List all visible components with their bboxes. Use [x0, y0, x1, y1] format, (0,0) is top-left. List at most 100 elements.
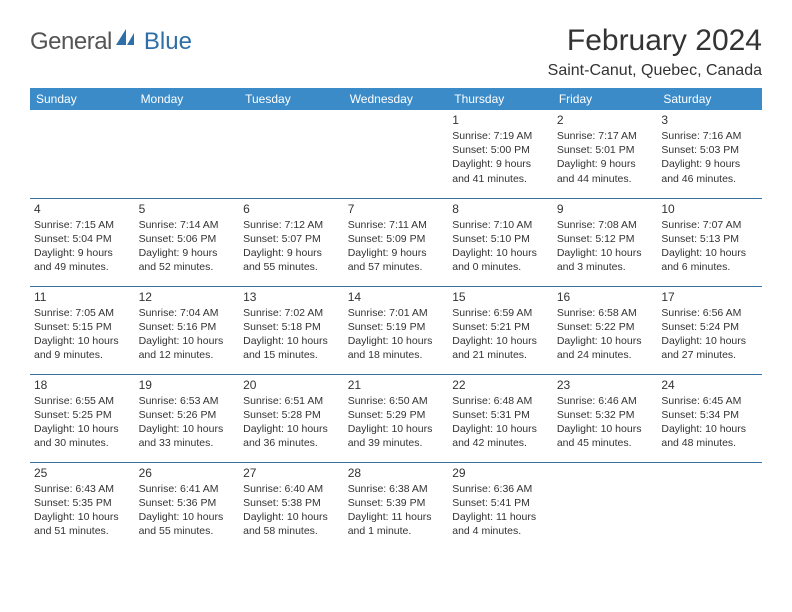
day-info-line: Sunset: 5:03 PM — [661, 143, 758, 157]
calendar-table: Sunday Monday Tuesday Wednesday Thursday… — [30, 88, 762, 550]
day-info-line: Sunset: 5:21 PM — [452, 320, 549, 334]
day-info-line: Sunrise: 7:08 AM — [557, 218, 654, 232]
day-cell: 6Sunrise: 7:12 AMSunset: 5:07 PMDaylight… — [239, 198, 344, 286]
day-info-line: and 45 minutes. — [557, 436, 654, 450]
day-number: 20 — [243, 378, 340, 392]
day-cell: 26Sunrise: 6:41 AMSunset: 5:36 PMDayligh… — [135, 462, 240, 550]
day-number: 6 — [243, 202, 340, 216]
day-info-line: and 27 minutes. — [661, 348, 758, 362]
day-cell: 29Sunrise: 6:36 AMSunset: 5:41 PMDayligh… — [448, 462, 553, 550]
day-info-line: and 52 minutes. — [139, 260, 236, 274]
day-info: Sunrise: 6:41 AMSunset: 5:36 PMDaylight:… — [139, 482, 236, 539]
day-cell: 27Sunrise: 6:40 AMSunset: 5:38 PMDayligh… — [239, 462, 344, 550]
day-info-line: and 1 minute. — [348, 524, 445, 538]
day-info: Sunrise: 7:08 AMSunset: 5:12 PMDaylight:… — [557, 218, 654, 275]
day-info-line: Sunset: 5:19 PM — [348, 320, 445, 334]
day-info-line: and 57 minutes. — [348, 260, 445, 274]
day-info-line: Sunset: 5:26 PM — [139, 408, 236, 422]
day-info-line: Sunrise: 6:38 AM — [348, 482, 445, 496]
day-info-line: Sunset: 5:28 PM — [243, 408, 340, 422]
day-info-line: Daylight: 10 hours — [34, 334, 131, 348]
day-info-line: Sunset: 5:00 PM — [452, 143, 549, 157]
day-cell: 24Sunrise: 6:45 AMSunset: 5:34 PMDayligh… — [657, 374, 762, 462]
day-cell: 13 Sunrise: 7:02 AMSunset: 5:18 PMDayligh… — [239, 286, 344, 374]
day-cell — [135, 110, 240, 198]
month-title: February 2024 — [548, 24, 762, 58]
day-info-line: Sunrise: 7:19 AM — [452, 129, 549, 143]
day-info-line: Daylight: 10 hours — [348, 334, 445, 348]
day-info-line: and 36 minutes. — [243, 436, 340, 450]
day-number: 9 — [557, 202, 654, 216]
day-info: Sunrise: 6:58 AMSunset: 5:22 PMDaylight:… — [557, 306, 654, 363]
page-header: General Blue February 2024 Saint-Canut, … — [30, 24, 762, 80]
logo-text-blue: Blue — [144, 28, 192, 56]
day-info-line: Daylight: 10 hours — [34, 510, 131, 524]
day-info-line: Sunset: 5:39 PM — [348, 496, 445, 510]
day-info-line: and 24 minutes. — [557, 348, 654, 362]
day-info: Sunrise: 6:46 AMSunset: 5:32 PMDaylight:… — [557, 394, 654, 451]
day-info-line: Sunset: 5:09 PM — [348, 232, 445, 246]
day-info-line: and 51 minutes. — [34, 524, 131, 538]
day-cell: 12Sunrise: 7:04 AMSunset: 5:16 PMDayligh… — [135, 286, 240, 374]
day-number: 13 — [243, 290, 340, 304]
day-number: 7 — [348, 202, 445, 216]
day-info-line: Sunrise: 6:53 AM — [139, 394, 236, 408]
day-number: 15 — [452, 290, 549, 304]
day-number: 16 — [557, 290, 654, 304]
day-info: Sunrise: 7:10 AMSunset: 5:10 PMDaylight:… — [452, 218, 549, 275]
day-info-line: Sunset: 5:38 PM — [243, 496, 340, 510]
day-number: 3 — [661, 113, 758, 127]
day-info: Sunrise: 7:16 AMSunset: 5:03 PMDaylight:… — [661, 129, 758, 186]
day-info-line: and 49 minutes. — [34, 260, 131, 274]
day-info-line: Sunrise: 7:12 AM — [243, 218, 340, 232]
location-text: Saint-Canut, Quebec, Canada — [548, 62, 762, 80]
day-info: Sunrise: 6:59 AMSunset: 5:21 PMDaylight:… — [452, 306, 549, 363]
day-cell: 7 Sunrise: 7:11 AMSunset: 5:09 PMDaylight… — [344, 198, 449, 286]
day-info-line: Daylight: 10 hours — [139, 334, 236, 348]
day-info-line: Daylight: 10 hours — [661, 246, 758, 260]
day-number: 22 — [452, 378, 549, 392]
dayhead-sun: Sunday — [30, 88, 135, 110]
day-cell: 25Sunrise: 6:43 AMSunset: 5:35 PMDayligh… — [30, 462, 135, 550]
day-info-line: Sunrise: 6:45 AM — [661, 394, 758, 408]
day-cell: 9 Sunrise: 7:08 AMSunset: 5:12 PMDaylight… — [553, 198, 658, 286]
day-info: Sunrise: 7:02 AMSunset: 5:18 PMDaylight:… — [243, 306, 340, 363]
day-info-line: Sunrise: 7:14 AM — [139, 218, 236, 232]
day-cell: 11Sunrise: 7:05 AMSunset: 5:15 PMDayligh… — [30, 286, 135, 374]
day-info-line: and 18 minutes. — [348, 348, 445, 362]
day-info-line: Sunrise: 6:59 AM — [452, 306, 549, 320]
day-info-line: Sunset: 5:04 PM — [34, 232, 131, 246]
week-row: 11Sunrise: 7:05 AMSunset: 5:15 PMDayligh… — [30, 286, 762, 374]
day-info-line: Daylight: 9 hours — [139, 246, 236, 260]
day-info-line: Sunrise: 6:40 AM — [243, 482, 340, 496]
day-info-line: Sunset: 5:13 PM — [661, 232, 758, 246]
day-info-line: Daylight: 10 hours — [34, 422, 131, 436]
day-info-line: and 55 minutes. — [243, 260, 340, 274]
day-cell: 20Sunrise: 6:51 AMSunset: 5:28 PMDayligh… — [239, 374, 344, 462]
day-cell: 28Sunrise: 6:38 AMSunset: 5:39 PMDayligh… — [344, 462, 449, 550]
day-cell: 23Sunrise: 6:46 AMSunset: 5:32 PMDayligh… — [553, 374, 658, 462]
day-info-line: Sunset: 5:34 PM — [661, 408, 758, 422]
day-info-line: Sunrise: 7:07 AM — [661, 218, 758, 232]
day-cell: 14Sunrise: 7:01 AMSunset: 5:19 PMDayligh… — [344, 286, 449, 374]
day-info-line: and 30 minutes. — [34, 436, 131, 450]
day-info-line: Sunrise: 6:51 AM — [243, 394, 340, 408]
day-info-line: and 0 minutes. — [452, 260, 549, 274]
week-row: 25Sunrise: 6:43 AMSunset: 5:35 PMDayligh… — [30, 462, 762, 550]
day-info-line: Sunset: 5:35 PM — [34, 496, 131, 510]
day-info-line: Daylight: 10 hours — [557, 334, 654, 348]
day-info-line: Sunrise: 6:50 AM — [348, 394, 445, 408]
day-number: 14 — [348, 290, 445, 304]
day-cell: 1Sunrise: 7:19 AMSunset: 5:00 PMDaylight… — [448, 110, 553, 198]
day-cell: 3 Sunrise: 7:16 AMSunset: 5:03 PMDaylight… — [657, 110, 762, 198]
day-info-line: Sunrise: 6:58 AM — [557, 306, 654, 320]
week-row: 4Sunrise: 7:15 AMSunset: 5:04 PMDaylight… — [30, 198, 762, 286]
day-info-line: and 42 minutes. — [452, 436, 549, 450]
day-info-line: Sunrise: 7:02 AM — [243, 306, 340, 320]
day-number: 8 — [452, 202, 549, 216]
day-info: Sunrise: 7:14 AMSunset: 5:06 PMDaylight:… — [139, 218, 236, 275]
day-info-line: Sunrise: 6:46 AM — [557, 394, 654, 408]
day-info: Sunrise: 7:11 AMSunset: 5:09 PMDaylight:… — [348, 218, 445, 275]
dayhead-wed: Wednesday — [344, 88, 449, 110]
day-info-line: Sunrise: 6:43 AM — [34, 482, 131, 496]
